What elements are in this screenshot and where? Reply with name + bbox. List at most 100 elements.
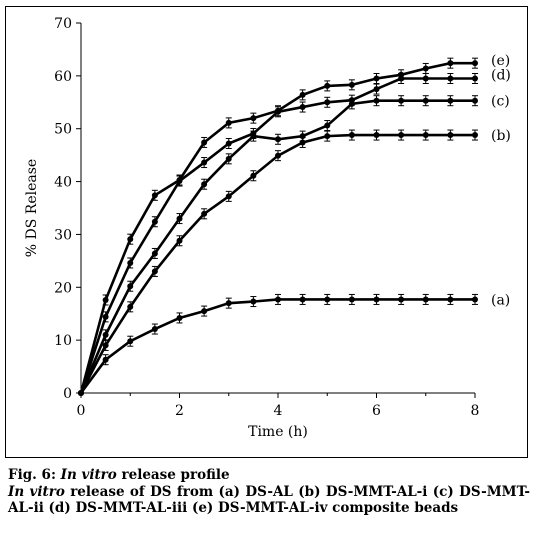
data-point [422, 75, 429, 82]
y-tick-label: 20 [54, 280, 72, 296]
x-tick-label: 4 [274, 403, 283, 419]
y-tick-label: 60 [54, 69, 72, 85]
data-point [447, 132, 454, 139]
data-point [447, 97, 454, 104]
data-point [472, 60, 478, 67]
data-point [398, 296, 405, 303]
data-point [176, 314, 183, 321]
figure-caption-body: In vitro release of DS from (a) DS-AL (b… [8, 484, 530, 516]
data-point [127, 338, 134, 345]
x-tick-label: 8 [471, 403, 480, 419]
release-profile-chart: 0 10 20 30 40 50 60 70 0 2 4 6 8 (a) (b) (c) (d)(e) % D… [24, 16, 511, 440]
series-0: (a) [78, 292, 510, 396]
series-label: (b) [491, 128, 511, 144]
series-1: (b) [78, 128, 511, 396]
data-point [201, 210, 208, 217]
data-point [275, 107, 281, 114]
data-point [275, 152, 281, 159]
data-point [348, 132, 355, 139]
y-tick-label: 10 [54, 333, 72, 349]
x-tick-label: 6 [372, 403, 381, 419]
y-tick-label: 40 [54, 175, 72, 191]
data-point [102, 331, 109, 338]
data-point [299, 133, 306, 140]
x-tick-label: 2 [175, 403, 184, 419]
caption-fig-label: Fig. 6: [8, 467, 61, 483]
data-point [299, 296, 306, 303]
data-point [176, 176, 183, 183]
series-label: (d) [491, 68, 511, 84]
data-point [373, 97, 380, 104]
data-point [151, 268, 158, 275]
data-point [398, 132, 405, 139]
data-point [225, 155, 232, 162]
data-point [225, 193, 232, 200]
data-point [324, 133, 331, 140]
data-point [275, 296, 281, 303]
figure-frame: 0 10 20 30 40 50 60 70 0 2 4 6 8 (a) (b) (c) (d) (e) % D… [5, 6, 528, 458]
y-tick-label: 30 [54, 227, 72, 243]
data-point [127, 236, 134, 243]
data-point [250, 298, 257, 305]
data-point [201, 139, 208, 146]
data-point [225, 140, 232, 147]
y-axis-label: % DS Release [24, 159, 40, 257]
data-point [422, 97, 429, 104]
data-point [127, 259, 134, 266]
data-point [299, 91, 306, 98]
data-point [201, 159, 208, 166]
data-point [447, 296, 454, 303]
caption-title-rest: release profile [116, 467, 230, 483]
axes: 0 10 20 30 40 50 60 70 0 2 4 6 8 [54, 16, 479, 419]
data-point [102, 356, 109, 363]
series-line [79, 298, 475, 394]
data-point [373, 86, 380, 93]
data-point [151, 326, 158, 333]
data-point [151, 218, 158, 225]
caption-title-italic: In vitro [60, 467, 117, 483]
data-point [102, 342, 109, 349]
series-2: (c) [78, 94, 510, 396]
data-point [176, 215, 183, 222]
data-point [472, 132, 478, 139]
data-point [151, 192, 158, 199]
data-point [373, 132, 380, 139]
data-point [472, 296, 478, 303]
data-point [373, 296, 380, 303]
series-line [79, 77, 475, 394]
data-point [373, 75, 380, 82]
data-point [324, 82, 331, 89]
data-point [299, 104, 306, 111]
data-point [348, 296, 355, 303]
data-point [151, 250, 158, 257]
figure-caption-title: Fig. 6: In vitro release profile [8, 467, 530, 483]
data-point [324, 122, 331, 129]
series-label: (e) [491, 53, 510, 69]
data-point [250, 115, 257, 122]
x-axis-label: Time (h) [248, 424, 308, 440]
x-tick-label: 0 [77, 403, 86, 419]
data-point [422, 132, 429, 139]
data-point [472, 75, 478, 82]
data-point [348, 81, 355, 88]
data-point [398, 97, 405, 104]
data-point [275, 136, 281, 143]
data-point [398, 71, 405, 78]
data-point [176, 237, 183, 244]
caption-body-italic: In vitro [8, 484, 65, 500]
series-label: (c) [491, 94, 510, 110]
caption-body-rest: release of DS from (a) DS-AL (b) DS-MMT-… [8, 484, 530, 516]
data-point [324, 99, 331, 106]
data-point [250, 130, 257, 137]
data-point [422, 65, 429, 72]
series-line [79, 133, 475, 394]
data-point [250, 172, 257, 179]
data-point [78, 390, 84, 396]
data-point [102, 296, 109, 303]
y-tick-label: 50 [54, 122, 72, 138]
data-point [201, 308, 208, 315]
data-point [127, 303, 134, 310]
y-tick-label: 0 [63, 386, 72, 402]
data-point [348, 97, 355, 104]
data-point [127, 283, 134, 290]
